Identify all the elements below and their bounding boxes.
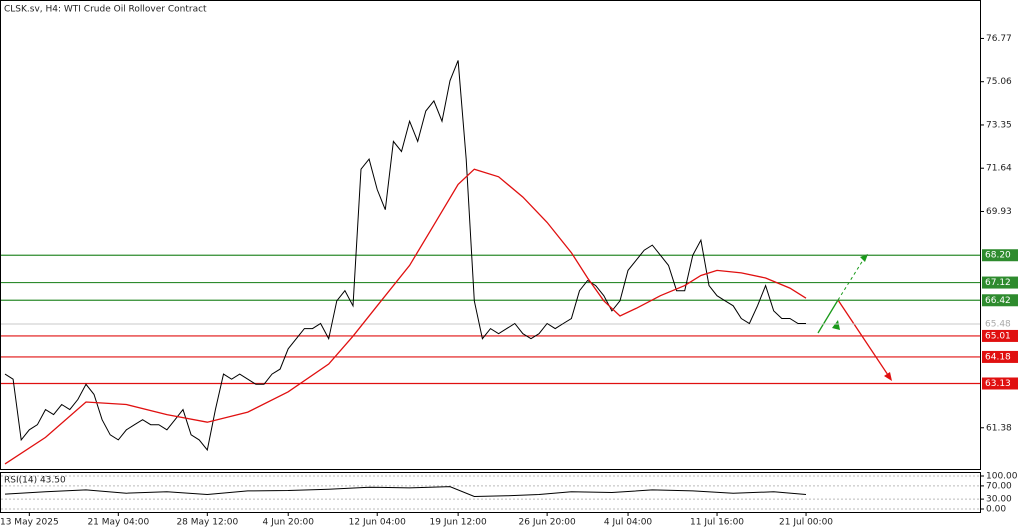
level-label-box <box>982 329 1018 342</box>
x-tick-label: 26 Jun 20:00 <box>519 518 576 528</box>
x-tick-label: 12 Jun 04:00 <box>349 518 406 528</box>
y-tick-label: 76.77 <box>986 34 1012 44</box>
bull-arrow-dashed <box>837 256 866 301</box>
x-tick-label: 11 Jul 16:00 <box>690 518 744 528</box>
y-tick-label: 71.64 <box>986 164 1012 174</box>
bull-arrowhead <box>832 320 840 330</box>
level-label: 64.18 <box>985 352 1011 362</box>
level-label: 65.01 <box>985 331 1011 341</box>
bear-arrow <box>837 299 891 379</box>
bear-arrowhead <box>884 372 892 381</box>
main-frame <box>0 0 981 470</box>
x-tick-label: 21 May 04:00 <box>87 518 149 528</box>
x-tick-label: 28 May 12:00 <box>176 518 238 528</box>
x-tick-label: 4 Jul 04:00 <box>604 518 653 528</box>
rsi-title: RSI(14) 43.50 <box>4 476 66 486</box>
y-tick-label: 30.00 <box>986 495 1012 505</box>
bull-arrow <box>817 299 839 334</box>
level-label: 67.12 <box>985 278 1011 288</box>
y-tick-label: 61.38 <box>986 423 1012 433</box>
x-tick-label: 19 Jun 12:00 <box>430 518 487 528</box>
x-tick-label: 21 Jul 00:00 <box>779 518 833 528</box>
level-label: 63.13 <box>985 379 1011 389</box>
level-label-box <box>982 377 1018 390</box>
bull-arrowhead <box>860 254 868 262</box>
x-tick-label: 13 May 2025 <box>0 518 59 528</box>
x-tick-label: 4 Jun 20:00 <box>263 518 315 528</box>
y-tick-label: 73.35 <box>986 120 1012 130</box>
y-tick-label: 75.06 <box>986 77 1012 87</box>
series-line <box>4 486 807 498</box>
y-tick-label: 70.00 <box>986 481 1012 491</box>
series-line <box>4 168 807 465</box>
level-label: 66.42 <box>985 296 1011 306</box>
series-line <box>4 60 806 452</box>
rsi-frame <box>0 472 981 513</box>
level-label-box <box>982 276 1018 289</box>
y-tick-label: 100.00 <box>986 472 1018 482</box>
level-label-box <box>982 249 1018 262</box>
level-label-box <box>982 294 1018 307</box>
level-label-box <box>982 350 1018 363</box>
chart-title: CLSK.sv, H4: WTI Crude Oil Rollover Cont… <box>4 5 207 15</box>
y-tick-label: 69.93 <box>986 207 1012 217</box>
current-price-label: 65.48 <box>985 320 1011 330</box>
y-tick-label: 0.00 <box>986 505 1006 515</box>
level-label: 68.20 <box>985 251 1011 261</box>
